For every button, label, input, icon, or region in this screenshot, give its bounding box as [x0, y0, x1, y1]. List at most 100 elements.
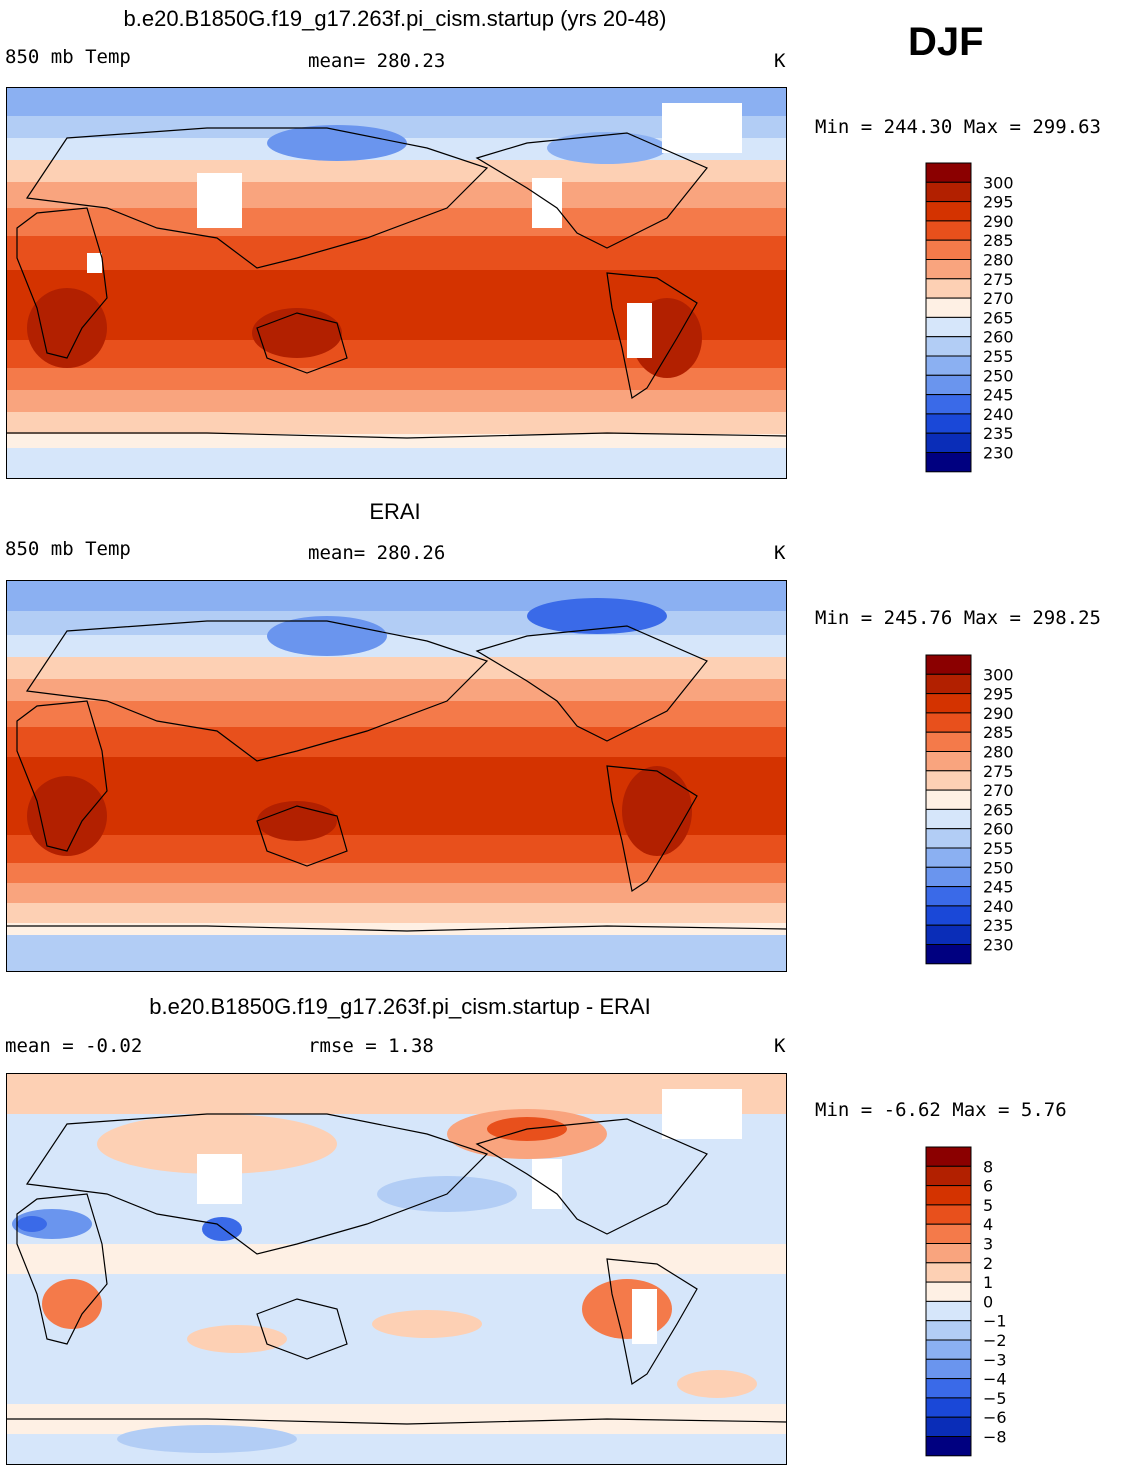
colorbar-obs-swatch — [925, 924, 972, 946]
band-south-mild — [7, 883, 786, 903]
colorbar-diff-tick-label: −5 — [983, 1389, 1007, 1408]
season-label: DJF — [908, 20, 984, 64]
colorbar-model-tick-label: 280 — [983, 251, 1014, 270]
colorbar-model-tick-label: 230 — [983, 444, 1014, 463]
map-obs — [6, 580, 787, 972]
colorbar-model-swatch — [925, 181, 972, 203]
mask-tibet — [197, 173, 242, 228]
colorbar-obs-tick-label: 270 — [983, 781, 1014, 800]
colorbar-diff-swatch — [925, 1204, 972, 1225]
colorbar-obs-tick-label: 240 — [983, 897, 1014, 916]
feature-siberia-cold — [267, 125, 407, 161]
colorbar-model-swatch — [925, 239, 972, 260]
feature-africa-warm — [42, 1279, 102, 1329]
colorbar-diff-swatch — [925, 1146, 972, 1167]
mask-greenland — [662, 103, 742, 153]
colorbar-model: 300 295 290 285 280 275 270 265 260 255 250 245 240 2… — [925, 162, 1046, 473]
colorbar-model-swatch — [925, 432, 972, 454]
colorbar-model-swatch — [925, 316, 972, 338]
colorbar-obs-swatch — [925, 751, 972, 772]
feature-indian-warm — [187, 1325, 287, 1353]
panel-mean-label-diff: mean = -0.02 — [5, 1035, 143, 1057]
colorbar-obs-tick-label: 295 — [983, 685, 1014, 704]
feature-canada-cold — [547, 132, 667, 164]
colorbar-diff-swatch — [925, 1300, 972, 1322]
map-model-svg — [7, 88, 786, 478]
band-south-cool — [7, 412, 786, 434]
feature-samerica-warm — [582, 1279, 672, 1339]
colorbar-diff-swatch — [925, 1243, 972, 1264]
coastlines — [7, 620, 786, 932]
band-subarctic — [7, 116, 786, 138]
coastlines — [7, 1113, 786, 1425]
colorbar-model-swatch — [925, 297, 972, 318]
panel-mean-label-model: mean= 280.23 — [308, 50, 446, 72]
colorbar-diff-tick-label: −1 — [983, 1312, 1007, 1331]
colorbar-model-tick-label: 260 — [983, 328, 1014, 347]
colorbar-obs-tick-label: 280 — [983, 743, 1014, 762]
colorbar-model-swatch — [925, 394, 972, 415]
colorbar-diff-tick-label: 1 — [983, 1273, 993, 1292]
colorbar-diff-swatch — [925, 1397, 972, 1418]
colorbar-model-swatch — [925, 374, 972, 396]
colorbar-diff-swatch — [925, 1223, 972, 1244]
colorbar-model-swatch — [925, 336, 972, 357]
band-equator-neutral — [7, 1244, 786, 1274]
coastlines — [7, 127, 786, 439]
colorbar-obs-swatch — [925, 847, 972, 868]
map-model — [6, 87, 787, 479]
panel-mean-label-obs: mean= 280.26 — [308, 542, 446, 564]
colorbar-model-tick-label: 300 — [983, 173, 1014, 192]
colorbar-model-tick-label: 235 — [983, 424, 1014, 443]
band-warm — [7, 701, 786, 727]
feature-canada-cold — [527, 598, 667, 634]
band-antarctic — [7, 448, 786, 478]
feature-africa-hot — [27, 288, 107, 368]
colorbar-model-swatch — [925, 355, 972, 376]
band-warm — [7, 208, 786, 236]
colorbar-obs: 300 295 290 285 280 275 270 265 260 255 250 245 240 2… — [925, 654, 1046, 965]
colorbar-model-swatch — [925, 220, 972, 241]
colorbar-obs-tick-label: 290 — [983, 704, 1014, 723]
colorbar-diff-swatch — [925, 1185, 972, 1206]
colorbar-model-tick-label: 250 — [983, 366, 1014, 385]
colorbar-diff-tick-label: −8 — [983, 1428, 1007, 1447]
colorbar-diff-tick-label: 4 — [983, 1215, 993, 1234]
band-arctic — [7, 581, 786, 611]
colorbar-model-tick-label: 270 — [983, 289, 1014, 308]
band-south-cold — [7, 434, 786, 448]
colorbar-diff-tick-label: −6 — [983, 1408, 1007, 1427]
colorbar-diff-tick-label: −3 — [983, 1350, 1007, 1369]
colorbar-obs-swatch — [925, 673, 972, 695]
colorbar-obs-tick-label: 285 — [983, 723, 1014, 742]
map-diff — [6, 1073, 787, 1465]
colorbar-obs-swatch — [925, 770, 972, 791]
feature-sahara-coldest — [17, 1216, 47, 1232]
colorbar-model-tick-label: 240 — [983, 405, 1014, 424]
colorbar-diff-tick-label: −4 — [983, 1370, 1007, 1389]
band-subarctic — [7, 611, 786, 635]
feature-pacific-warm — [372, 1310, 482, 1338]
colorbar-diff-swatch — [925, 1339, 972, 1360]
mask-tibet — [197, 1154, 242, 1204]
panel-units-obs: K — [774, 542, 786, 564]
mask-ethiopia — [87, 253, 102, 273]
colorbar-obs-tick-label: 235 — [983, 916, 1014, 935]
feature-atlantic-warm — [677, 1370, 757, 1398]
band-arctic — [7, 88, 786, 116]
colorbar-obs-tick-label: 275 — [983, 762, 1014, 781]
band-antarctic — [7, 935, 786, 971]
colorbar-obs-tick-label: 245 — [983, 878, 1014, 897]
colorbar-obs-swatch — [925, 731, 972, 752]
colorbar-diff-swatch — [925, 1416, 972, 1438]
colorbar-diff-tick-label: 5 — [983, 1196, 993, 1215]
colorbar-obs-swatch — [925, 944, 972, 965]
colorbar-obs-svg: 3002952902852802752702652602552502452402… — [925, 654, 1014, 965]
panel-left-label-obs: 850 mb Temp — [5, 538, 131, 560]
colorbar-obs-swatch — [925, 712, 972, 733]
colorbar-diff-swatch — [925, 1262, 972, 1283]
colorbar-diff-swatch — [925, 1358, 972, 1380]
colorbar-model-swatch — [925, 259, 972, 280]
feature-eurasia-warm — [97, 1114, 337, 1174]
colorbar-obs-tick-label: 265 — [983, 800, 1014, 819]
